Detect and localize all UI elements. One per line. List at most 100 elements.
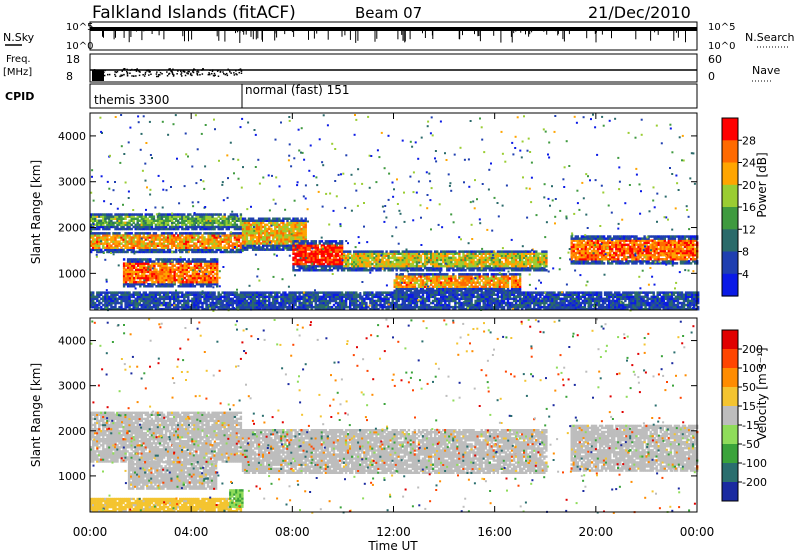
- heatmap-cell: [264, 217, 267, 220]
- heatmap-cell: [590, 258, 594, 261]
- heatmap-cell: [120, 234, 123, 237]
- heatmap-cell: [302, 221, 305, 225]
- heatmap-cell: [683, 245, 687, 249]
- heatmap-cell: [106, 234, 109, 237]
- heatmap-cell: [462, 283, 465, 286]
- heatmap-cell: [330, 254, 334, 258]
- heatmap-cell: [643, 253, 646, 257]
- heatmap-cell: [322, 258, 326, 262]
- heatmap-cell: [403, 269, 406, 272]
- heatmap-cell: [262, 229, 265, 233]
- heatmap-cell: [110, 240, 113, 243]
- heatmap-cell: [434, 283, 437, 286]
- heatmap-cell: [304, 258, 307, 262]
- heatmap-cell: [521, 262, 524, 266]
- heatmap-cell: [122, 234, 125, 237]
- heatmap-cell: [438, 266, 441, 270]
- heatmap-cell: [387, 269, 390, 272]
- heatmap-cell: [92, 236, 95, 239]
- heatmap-cell: [411, 269, 415, 272]
- heatmap-cell: [446, 256, 449, 260]
- heatmap-cell: [444, 264, 447, 268]
- heatmap-cell: [673, 255, 677, 259]
- heatmap-cell: [361, 266, 364, 270]
- heatmap-cell: [286, 221, 289, 225]
- heatmap-cell: [600, 247, 604, 251]
- heatmap-cell: [215, 250, 218, 254]
- heatmap-cell: [253, 236, 257, 239]
- heatmap-cell: [211, 240, 214, 243]
- heatmap-cell: [185, 234, 188, 237]
- heatmap-cell: [237, 238, 241, 241]
- heatmap-cell: [338, 244, 342, 247]
- heatmap-cell: [264, 229, 267, 233]
- heatmap-cell: [625, 251, 628, 255]
- heatmap-cell: [619, 245, 622, 249]
- heatmap-cell: [474, 266, 477, 270]
- heatmap-cell: [440, 252, 443, 255]
- heatmap-cell: [128, 223, 131, 227]
- heatmap-cell: [594, 249, 598, 253]
- heatmap-cell: [144, 213, 147, 216]
- freq-dot: [126, 75, 129, 77]
- heatmap-cell: [510, 277, 514, 280]
- heatmap-cell: [357, 269, 360, 272]
- heatmap-cell: [609, 249, 612, 253]
- heatmap-cell: [580, 235, 584, 238]
- heatmap-cell: [140, 232, 143, 235]
- heatmap-cell: [425, 277, 429, 280]
- heatmap-cell: [679, 235, 683, 238]
- heatmap-cell: [312, 244, 315, 247]
- heatmap-cell: [381, 252, 384, 255]
- heatmap-cell: [653, 239, 656, 242]
- heatmap-cell: [423, 283, 427, 286]
- heatmap-cell: [657, 251, 660, 255]
- heatmap-cell: [334, 250, 338, 253]
- heatmap-cell: [90, 297, 93, 301]
- heatmap-cell: [116, 242, 119, 245]
- heatmap-cell: [278, 227, 281, 231]
- heatmap-cell: [102, 225, 105, 229]
- freq-dot: [222, 71, 224, 73]
- heatmap-cell: [417, 254, 421, 258]
- heatmap-cell: [480, 285, 483, 288]
- heatmap-cell: [484, 269, 487, 272]
- heatmap-cell: [145, 262, 148, 265]
- heatmap-cell: [661, 262, 664, 265]
- heatmap-cell: [340, 248, 344, 251]
- heatmap-cell: [452, 256, 455, 260]
- heatmap-cell: [399, 277, 402, 280]
- heatmap-cell: [148, 244, 152, 247]
- heatmap-cell: [175, 260, 178, 263]
- heatmap-cell: [576, 243, 579, 247]
- heatmap-cell: [278, 244, 281, 247]
- heatmap-cell: [512, 285, 516, 288]
- heatmap-cell: [130, 248, 133, 252]
- heatmap-cell: [145, 280, 148, 284]
- freq-dot: [177, 70, 179, 72]
- heatmap-cell: [179, 238, 182, 241]
- heatmap-cell: [531, 266, 534, 270]
- heatmap-cell: [247, 225, 251, 229]
- heatmap-cell: [144, 244, 147, 247]
- heatmap-cell: [338, 248, 342, 251]
- heatmap-cell: [135, 266, 138, 269]
- heatmap-cell: [623, 243, 626, 247]
- heatmap-cell: [486, 250, 489, 253]
- heatmap-cell: [284, 217, 287, 220]
- heatmap-cell: [257, 219, 261, 222]
- heatmap-cell: [675, 247, 679, 251]
- heatmap-cell: [167, 283, 170, 286]
- heatmap-cell: [484, 275, 487, 278]
- heatmap-cell: [667, 262, 671, 265]
- heatmap-cell: [504, 275, 508, 278]
- heatmap-cell: [401, 287, 404, 291]
- heatmap-cell: [578, 255, 581, 259]
- heatmap-cell: [189, 217, 192, 220]
- heatmap-cell: [438, 289, 441, 293]
- heatmap-cell: [436, 269, 439, 272]
- heatmap-cell: [126, 227, 129, 231]
- heatmap-cell: [512, 287, 516, 291]
- heatmap-cell: [282, 223, 285, 227]
- heatmap-cell: [166, 234, 170, 237]
